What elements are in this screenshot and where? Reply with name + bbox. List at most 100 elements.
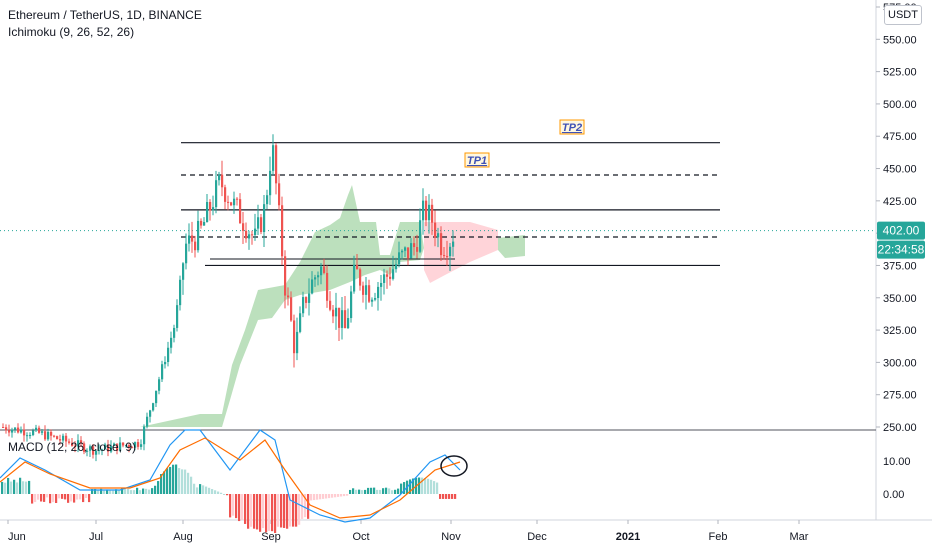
macd-histogram-bar [10,481,13,494]
candle-body [371,299,374,302]
tp1-box [464,152,490,168]
candle-body [320,266,323,276]
macd-histogram-bar [430,479,433,494]
macd-histogram-bar [136,487,139,494]
price-tick-label: 500.00 [883,99,917,111]
candle-body [185,243,188,264]
price-tick-label: 425.00 [883,196,917,208]
candle-body [98,450,101,452]
candle-body [401,250,404,253]
macd-histogram-bar [256,494,259,530]
candle-body [224,187,227,202]
candle-body [176,305,179,328]
candle-body [11,429,14,433]
macd-histogram-bar [160,474,163,494]
candle-body [122,442,125,446]
macd-histogram-bar [85,494,88,498]
macd-histogram-bar [358,489,361,494]
macd-histogram-bar [376,489,379,494]
candle-body [161,364,164,380]
candle-body [104,444,107,450]
macd-histogram-bar [229,494,232,518]
macd-histogram-bar [181,469,184,494]
candle-body [359,269,362,286]
candle-body [188,235,191,244]
macd-tick-label: 10.00 [883,456,911,468]
macd-histogram-bar [112,490,115,494]
macd-histogram-bar [106,489,109,494]
macd-histogram-bar [16,482,19,494]
candle-body [446,256,449,258]
candle-body [317,275,320,278]
macd-label[interactable]: MACD (12, 26, close, 9) [8,440,137,454]
time-tick-label: Dec [527,531,547,543]
macd-histogram-bar [319,494,322,500]
macd-histogram-bar [313,494,316,501]
candle-body [65,435,68,442]
candle-body [389,276,392,279]
macd-histogram-bar [244,494,247,524]
macd-histogram-bar [205,486,208,494]
macd-histogram-bar [334,494,337,498]
macd-histogram-bar [70,494,73,502]
macd-histogram-bar [385,487,388,494]
candle-body [146,416,149,427]
currency-button[interactable]: USDT [884,5,922,25]
macd-histogram-bar [436,482,439,494]
price-tick-label: 475.00 [883,131,917,143]
indicator-label[interactable]: Ichimoku (9, 26, 52, 26) [8,25,135,39]
macd-histogram-bar [373,487,376,494]
candle-body [38,427,41,433]
candle-body [242,223,245,231]
macd-histogram-bar [40,494,43,502]
candle-body [284,256,287,296]
macd-histogram-bar [121,487,124,494]
macd-histogram-bar [238,494,241,522]
macd-histogram-bar [79,494,82,500]
candle-body [194,241,197,251]
candle-body [434,222,437,238]
candle-body [431,204,434,223]
macd-histogram-bar [364,489,367,494]
macd-histogram-bar [184,469,187,494]
candle-body [410,243,413,259]
candle-body [101,449,104,451]
candle-body [404,247,407,251]
candle-body [374,298,377,300]
candle-body [41,431,44,433]
candle-body [419,220,422,252]
candle-body [392,269,395,279]
time-tick-label: Jun [8,531,26,543]
macd-histogram-bar [94,488,97,494]
macd-histogram-bar [412,478,415,494]
candle-body [140,444,143,447]
candle-body [377,286,380,299]
macd-histogram-bar [325,494,328,499]
macd-histogram-bar [202,485,205,494]
macd-histogram-bar [199,484,202,494]
candle-body [74,445,77,447]
tp2-label: TP2 [562,122,582,134]
macd-histogram-bar [55,494,58,504]
time-tick-label: Oct [352,531,369,543]
macd-histogram-bar [397,488,400,494]
price-tick-label: 550.00 [883,34,917,46]
candle-body [86,450,89,452]
tp2-box [559,119,585,135]
candle-body [215,180,218,208]
macd-histogram-bar [142,488,145,494]
candle-body [356,264,359,270]
macd-histogram-bar [232,494,235,516]
candle-body [425,200,428,221]
candle-body [2,427,5,428]
macd-histogram-bar [379,489,382,494]
macd-histogram-bar [103,490,106,494]
macd-histogram-bar [439,494,442,499]
macd-histogram-bar [292,494,295,527]
macd-histogram-bar [208,487,211,494]
candle-body [14,427,17,430]
candle-body [158,379,161,391]
macd-histogram-bar [286,494,289,529]
macd-histogram-bar [367,487,370,494]
